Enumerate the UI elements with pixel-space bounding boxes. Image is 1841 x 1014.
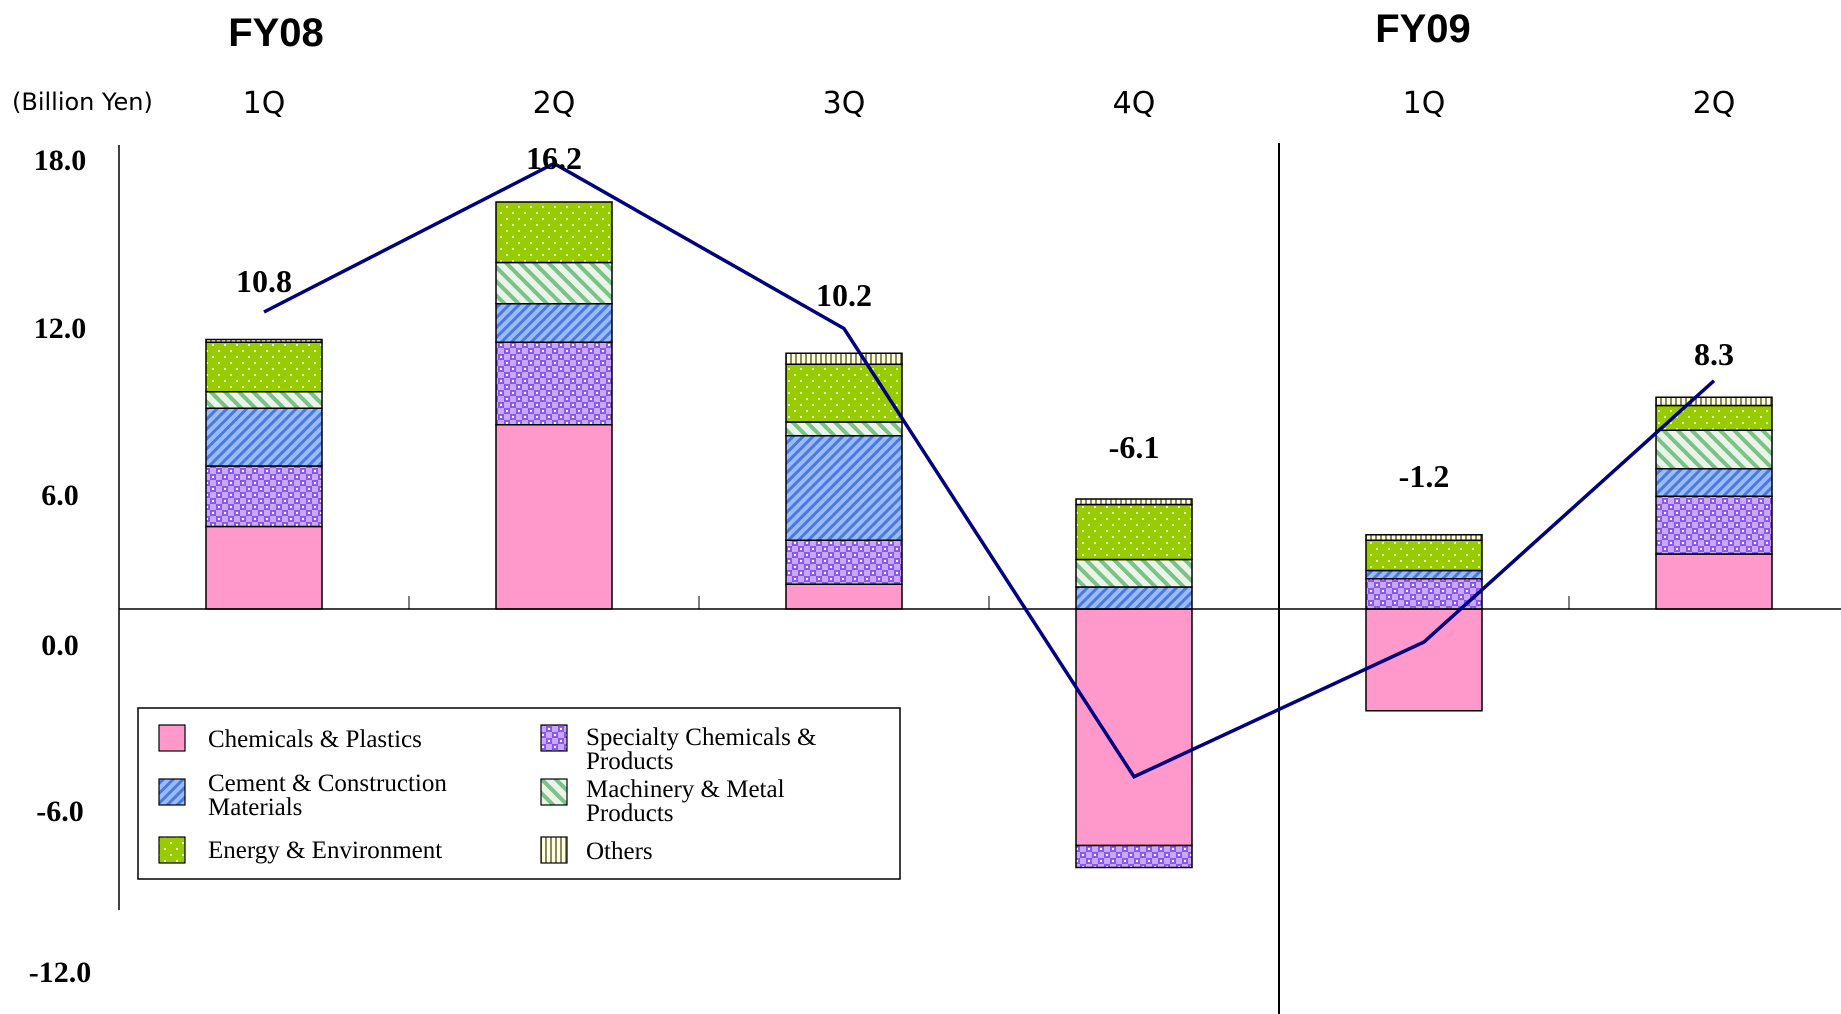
legend-swatch [540, 724, 568, 752]
bar-segment [1365, 534, 1483, 541]
bar-segment [495, 261, 613, 305]
y-axis-tick-labels: 18.0 12.0 6.0 0.0 -6.0 -12.0 [29, 144, 92, 989]
y-tick-label: 0.0 [41, 629, 79, 662]
bar-segment [1075, 558, 1193, 588]
legend-label: Others [586, 838, 653, 865]
legend-swatch [540, 778, 568, 806]
legend: Chemicals & Plastics Specialty Chemicals … [137, 707, 901, 880]
unit-label: (Billion Yen) [12, 88, 153, 116]
legend-label: Chemicals & Plastics [208, 726, 422, 753]
quarter-label: 1Q [243, 86, 286, 121]
legend-swatch [158, 836, 186, 864]
bar-stack [785, 352, 903, 610]
bar-stack [1075, 498, 1193, 869]
bar-segment [785, 363, 903, 423]
bar-segment [1075, 503, 1193, 561]
fiscal-year-fy08: FY08 [228, 11, 324, 55]
bar-segment [1365, 569, 1483, 580]
legend-swatch [540, 836, 568, 864]
fiscal-year-fy09: FY09 [1375, 7, 1471, 51]
y-tick-label: 6.0 [41, 479, 79, 512]
legend-label: Cement & Construction [208, 770, 447, 797]
bar-segment [785, 421, 903, 437]
bar-segment [205, 341, 323, 393]
legend-swatch [158, 724, 186, 752]
total-label: 16.2 [526, 140, 582, 176]
legend-item: Others [540, 836, 653, 865]
bar-segment [785, 539, 903, 585]
bar-segment [495, 201, 613, 264]
quarter-label: 2Q [1693, 86, 1736, 121]
quarter-label: 3Q [823, 86, 866, 121]
legend-label: Machinery & Metal [586, 776, 785, 803]
x-axis-ticks [408, 596, 1570, 609]
legend-label: Energy & Environment [208, 837, 442, 864]
legend-item: Specialty Chemicals &Products [540, 724, 817, 775]
bar-segment [205, 391, 323, 409]
bar-segment [495, 341, 613, 426]
y-tick-label: -6.0 [36, 795, 84, 828]
bar-segment [785, 435, 903, 541]
bar-segment [1655, 396, 1773, 407]
total-label: 10.2 [816, 277, 872, 313]
bar-segment [1655, 495, 1773, 555]
bar-segment [495, 424, 613, 610]
legend-label: Products [586, 748, 674, 775]
legend-label: Specialty Chemicals & [586, 724, 817, 751]
bar-segment [1075, 844, 1193, 869]
bar-segment [785, 352, 903, 365]
bar-segment [1075, 608, 1193, 847]
bar-segment [205, 525, 323, 610]
total-label: 10.8 [236, 263, 292, 299]
legend-label: Materials [208, 794, 302, 821]
bar-segment [1075, 498, 1193, 506]
quarter-label: 1Q [1403, 86, 1446, 121]
legend-item: Chemicals & Plastics [158, 724, 422, 753]
quarter-labels: 1Q 2Q 3Q 4Q 1Q 2Q [243, 86, 1736, 121]
legend-frame [137, 707, 901, 880]
y-tick-label: 18.0 [34, 144, 87, 177]
bar-segment [205, 407, 323, 467]
y-tick-label: -12.0 [29, 956, 92, 989]
bar-segment [1365, 539, 1483, 572]
bar-segment [1655, 429, 1773, 470]
bar-segment [205, 465, 323, 528]
quarter-label: 2Q [533, 86, 576, 121]
legend-item: Energy & Environment [158, 836, 442, 864]
stacked-bars [205, 201, 1773, 869]
legend-label: Products [586, 800, 674, 827]
bar-segment [1075, 586, 1193, 610]
quarter-label: 4Q [1113, 86, 1156, 121]
bar-segment [1655, 468, 1773, 497]
total-label: -1.2 [1399, 458, 1450, 494]
total-label: 8.3 [1694, 336, 1734, 372]
legend-swatch [158, 778, 186, 806]
total-label: -6.1 [1109, 429, 1160, 465]
bar-stack [495, 201, 613, 610]
y-tick-label: 12.0 [34, 312, 87, 345]
bar-segment [495, 303, 613, 343]
bar-stack [205, 338, 323, 610]
bar-stack [1365, 534, 1483, 712]
bar-stack [1655, 396, 1773, 610]
bar-segment [205, 338, 323, 343]
bar-segment [1655, 553, 1773, 610]
total-line [263, 161, 1716, 779]
bar-segment [785, 583, 903, 610]
total-labels: 10.8 16.2 10.2 -6.1 -1.2 8.3 [236, 140, 1734, 494]
